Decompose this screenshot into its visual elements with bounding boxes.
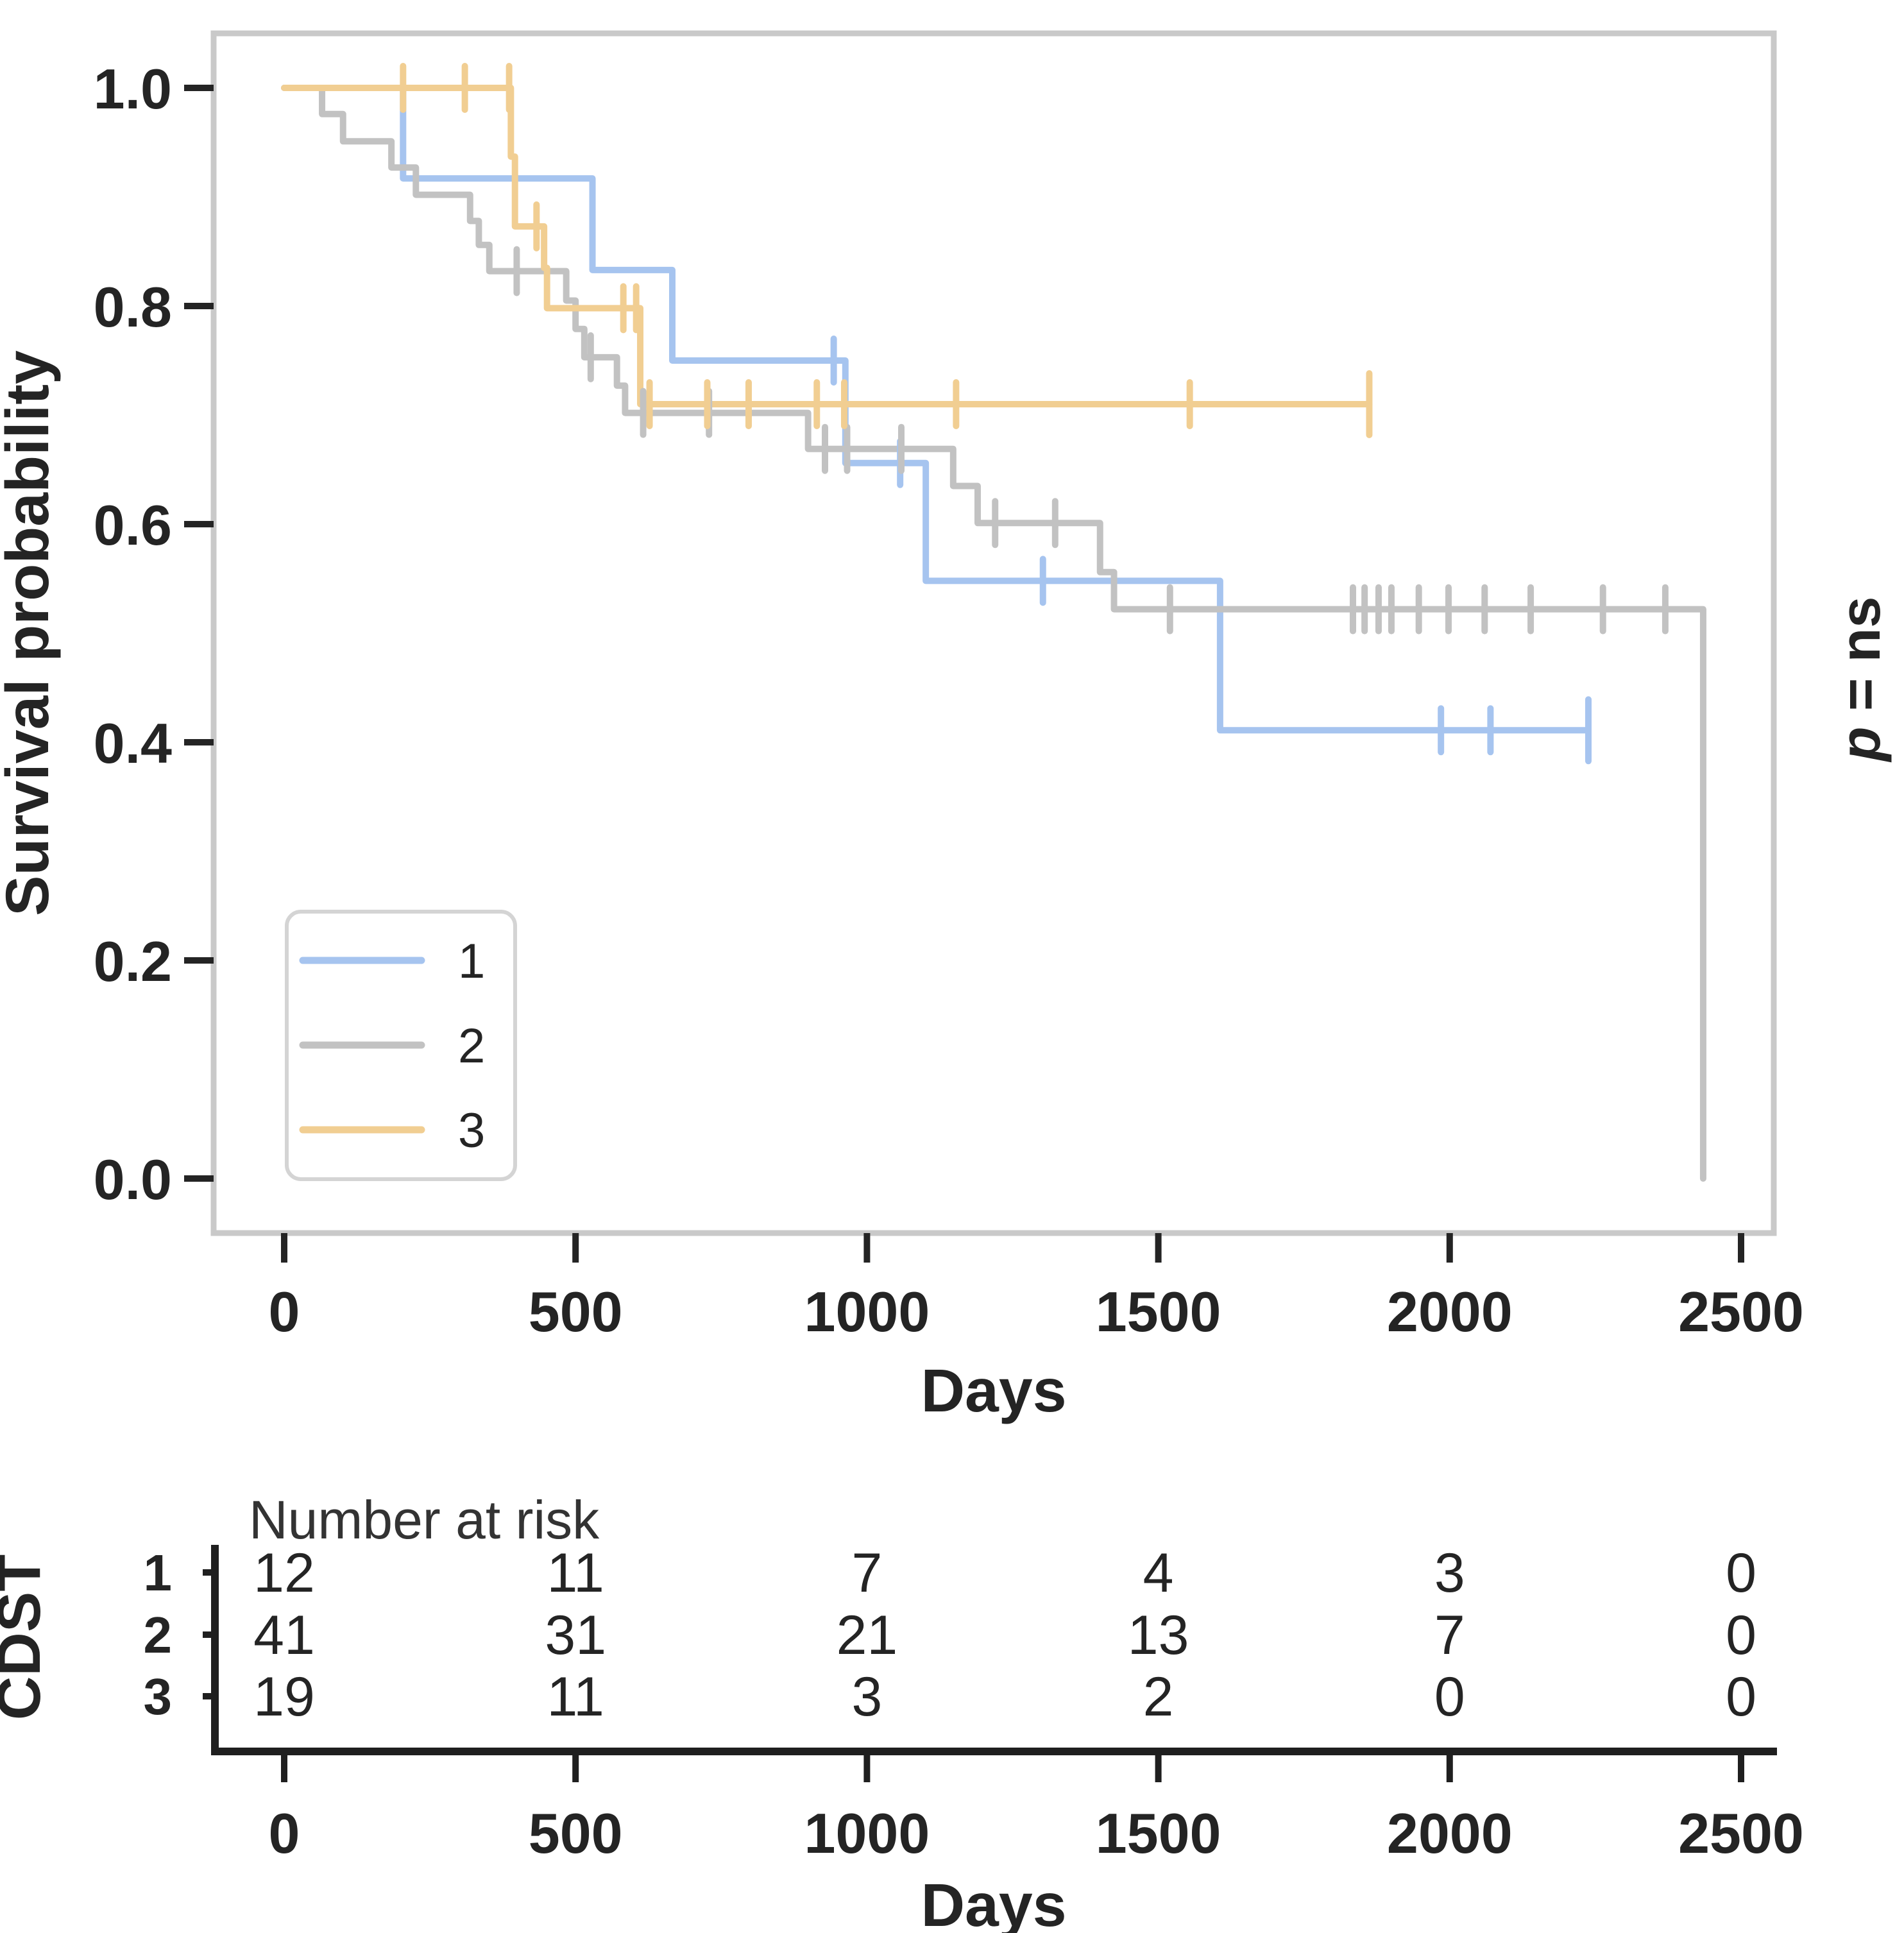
y-axis-tick-label: 0.4 <box>94 711 172 775</box>
risk-count-value: 21 <box>837 1605 898 1666</box>
x-axis-tick-label: 500 <box>529 1280 623 1343</box>
risk-row-label-2: 2 <box>144 1606 173 1664</box>
y-axis-tick-label: 1.0 <box>94 57 172 121</box>
p-value-rest: = ns <box>1828 597 1892 727</box>
risk-x-axis-tick-label: 0 <box>269 1801 300 1865</box>
legend-item-label-2: 2 <box>458 1019 485 1073</box>
risk-table-x-axis-title: Days <box>921 1871 1066 1933</box>
risk-count-value: 3 <box>851 1666 882 1728</box>
x-axis-tick-label: 2500 <box>1678 1280 1804 1343</box>
survival-curve-group-1 <box>281 85 1592 734</box>
y-axis-title: Survival probability <box>0 350 62 916</box>
risk-count-value: 0 <box>1434 1666 1465 1728</box>
risk-x-axis-tick-label: 1500 <box>1096 1801 1221 1865</box>
risk-table-spine <box>211 1545 1777 1755</box>
risk-count-value: 2 <box>1143 1666 1174 1728</box>
risk-count-value: 4 <box>1143 1542 1174 1604</box>
censor-ticks-group <box>400 63 1669 765</box>
risk-table-group: 1 12 11 7 4 3 02 41 31 21 13 7 03 19 11 3 2 0 00 500 1000 150… <box>144 1542 1804 1865</box>
risk-count-value: 13 <box>1128 1605 1189 1666</box>
risk-count-value: 0 <box>1726 1542 1756 1604</box>
risk-count-value: 7 <box>851 1542 882 1604</box>
x-axis-tick-label: 0 <box>269 1280 300 1343</box>
p-value-symbol: p <box>1828 727 1892 763</box>
risk-count-value: 11 <box>547 1666 604 1728</box>
risk-x-axis-tick-label: 500 <box>529 1801 623 1865</box>
y-axis-tick-label: 0.2 <box>94 930 172 993</box>
y-axis-tick-label: 0.0 <box>94 1148 172 1211</box>
survival-curve-group-3 <box>281 85 1373 407</box>
plot-panel-border <box>210 30 1777 1236</box>
x-axis-tick-label: 2000 <box>1387 1280 1513 1343</box>
survival-curves-group <box>281 85 1706 1182</box>
risk-count-value: 0 <box>1726 1666 1756 1728</box>
risk-x-axis-tick-label: 2000 <box>1387 1801 1513 1865</box>
legend-item-label-1: 1 <box>458 934 485 989</box>
p-value-annotation: p = ns <box>1828 597 1892 763</box>
risk-row-label-1: 1 <box>144 1544 173 1601</box>
risk-table-title: Number at risk <box>249 1490 600 1550</box>
risk-x-axis-tick-label: 2500 <box>1678 1801 1804 1865</box>
risk-count-value: 12 <box>253 1542 315 1604</box>
risk-count-value: 31 <box>545 1605 606 1666</box>
x-axis-tick-label: 1500 <box>1096 1280 1221 1343</box>
x-axis-tick-label: 1000 <box>804 1280 930 1343</box>
risk-row-label-3: 3 <box>144 1668 173 1725</box>
survival-curve-group-2 <box>281 85 1706 1182</box>
risk-table-group-axis-label: CDST <box>0 1554 53 1721</box>
risk-count-value: 19 <box>253 1666 315 1728</box>
x-axis-title: Days <box>921 1357 1066 1425</box>
risk-count-value: 41 <box>253 1605 315 1666</box>
risk-count-value: 3 <box>1434 1542 1465 1604</box>
legend-group: 1 2 3 <box>285 910 517 1181</box>
legend-item-label-3: 3 <box>458 1103 485 1158</box>
risk-count-value: 7 <box>1434 1605 1465 1666</box>
y-axis-tick-label: 0.8 <box>94 275 172 339</box>
risk-x-axis-tick-label: 1000 <box>804 1801 930 1865</box>
risk-count-value: 0 <box>1726 1605 1756 1666</box>
risk-count-value: 11 <box>547 1542 604 1604</box>
main-x-axis-group: 0 500 1000 1500 2000 2500 <box>269 1233 1804 1343</box>
main-y-axis-group: 1.0 0.8 0.6 0.4 0.2 0.0 <box>94 57 214 1211</box>
y-axis-tick-label: 0.6 <box>94 493 172 557</box>
